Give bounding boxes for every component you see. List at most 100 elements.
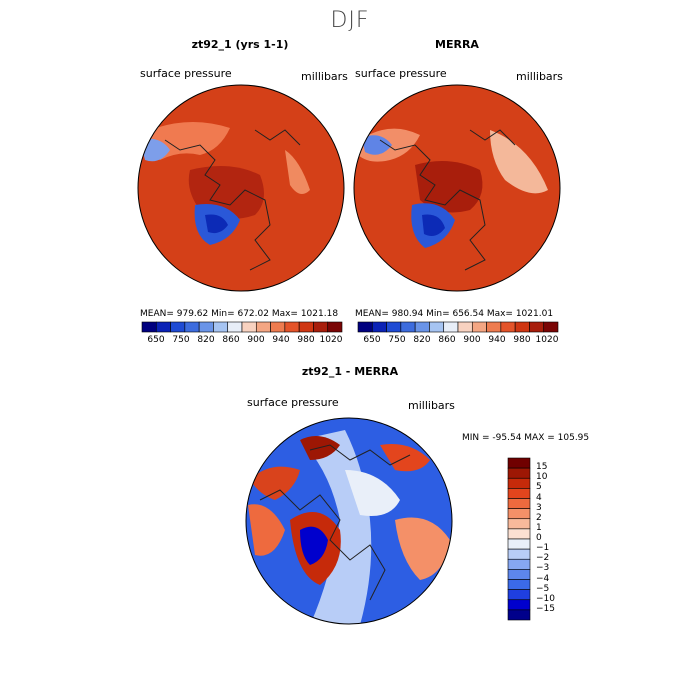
- diff-colorbar-swatch: [507, 477, 531, 489]
- season-title: DJF: [330, 8, 370, 33]
- diff-colorbar-tick-label: 10: [536, 472, 548, 483]
- map-1-greenland-core: [205, 214, 228, 234]
- map-2-frame: [353, 84, 561, 292]
- panel-2-stats: MEAN= 980.94 Min= 656.54 Max= 1021.01: [355, 309, 554, 319]
- colorbar-swatch: [371, 321, 387, 333]
- map-2-siberia-low: [362, 135, 392, 155]
- map-2-arctic-high: [415, 161, 483, 213]
- map-1-coastline: [164, 139, 271, 271]
- panel-2-variable-label: surface pressure: [355, 67, 447, 80]
- diff-panel-units-label: millibars: [408, 399, 455, 412]
- panel-1-stats: MEAN= 979.62 Min= 672.02 Max= 1021.18: [140, 309, 339, 319]
- map-3-coastline: [259, 489, 386, 601]
- diff-colorbar-swatch: [507, 599, 531, 611]
- colorbar-tick-label: 820: [197, 335, 215, 345]
- colorbar-swatch: [500, 321, 516, 333]
- diff-colorbar-swatch: [507, 589, 531, 601]
- panel-1-variable-label: surface pressure: [140, 67, 232, 80]
- panel-1-colorbar: [141, 321, 343, 333]
- diff-colorbar-swatch: [507, 609, 531, 621]
- diff-colorbar: [507, 457, 531, 621]
- colorbar-tick-label: 900: [247, 335, 265, 345]
- colorbar-swatch: [386, 321, 402, 333]
- panel-1-units-label: millibars: [301, 70, 348, 83]
- colorbar-tick-label: 820: [413, 335, 431, 345]
- colorbar-swatch: [514, 321, 530, 333]
- diff-colorbar-tick-label: −10: [536, 593, 555, 604]
- diff-colorbar-swatch: [507, 518, 531, 530]
- diff-colorbar-tick-label: −3: [536, 563, 550, 574]
- diff-colorbar-tick-label: −4: [536, 573, 550, 584]
- colorbar-swatch: [313, 321, 329, 333]
- colorbar-tick-label: 900: [463, 335, 481, 345]
- colorbar-swatch: [543, 321, 559, 333]
- colorbar-swatch: [227, 321, 243, 333]
- diff-colorbar-tick-label: 3: [536, 502, 542, 513]
- map-1-asia-warm: [285, 150, 310, 194]
- diff-colorbar-swatch: [507, 508, 531, 520]
- map-1-frame: [137, 84, 345, 292]
- colorbar-tick-label: 1020: [319, 335, 343, 345]
- colorbar-swatch: [486, 321, 502, 333]
- colorbar-swatch: [457, 321, 473, 333]
- map-3-frame: [245, 417, 453, 625]
- colorbar-swatch: [471, 321, 487, 333]
- diff-panel-variable-label: surface pressure: [247, 396, 339, 409]
- diff-colorbar-tick-label: −1: [536, 543, 550, 554]
- colorbar-swatch: [400, 321, 416, 333]
- colorbar-tick-label: 1020: [535, 335, 559, 345]
- colorbar-tick-label: 650: [363, 335, 381, 345]
- colorbar-swatch: [429, 321, 445, 333]
- colorbar-swatch: [170, 321, 186, 333]
- diff-colorbar-tick-label: 5: [536, 482, 542, 493]
- colorbar-tick-label: 860: [438, 335, 456, 345]
- colorbar-tick-label: 980: [513, 335, 531, 345]
- map-3-positive-west: [250, 466, 300, 500]
- colorbar-swatch: [327, 321, 343, 333]
- panel-1-title: zt92_1 (yrs 1-1): [191, 38, 289, 51]
- colorbar-swatch: [443, 321, 459, 333]
- colorbar-swatch: [141, 321, 157, 333]
- diff-colorbar-swatch: [507, 528, 531, 540]
- colorbar-swatch: [184, 321, 200, 333]
- colorbar-swatch: [255, 321, 271, 333]
- map-2-greenland-core: [422, 214, 445, 236]
- diff-colorbar-tick-label: −2: [536, 553, 550, 564]
- map-2-asia-warm: [490, 130, 548, 194]
- diff-colorbar-swatch: [507, 467, 531, 479]
- colorbar-swatch: [357, 321, 373, 333]
- diff-colorbar-swatch: [507, 569, 531, 580]
- diff-colorbar-tick-label: 0: [536, 533, 542, 543]
- diff-colorbar-tick-label: −15: [536, 603, 555, 614]
- colorbar-tick-label: 980: [297, 335, 315, 345]
- diff-colorbar-tick-label: 15: [536, 462, 548, 473]
- diff-colorbar-tick-label: 1: [536, 522, 542, 533]
- map-2-polar-projection: [354, 85, 560, 291]
- diff-colorbar-tick-label: 4: [536, 492, 542, 503]
- colorbar-swatch: [198, 321, 214, 333]
- colorbar-tick-label: 940: [272, 335, 290, 345]
- diff-panel-minmax: MIN = -95.54 MAX = 105.95: [462, 433, 590, 443]
- colorbar-swatch: [414, 321, 430, 333]
- colorbar-swatch: [155, 321, 171, 333]
- diff-colorbar-tick-label: −5: [536, 583, 550, 594]
- colorbar-swatch: [241, 321, 257, 333]
- diff-colorbar-swatch: [507, 579, 531, 590]
- map-3-difference-projection: [246, 418, 452, 624]
- colorbar-swatch: [529, 321, 545, 333]
- map-1-polar-projection: [138, 85, 344, 291]
- diff-colorbar-tick-label: 2: [536, 512, 542, 523]
- diff-colorbar-swatch: [507, 498, 531, 509]
- colorbar-swatch: [270, 321, 286, 333]
- panel-2-colorbar: [357, 321, 559, 333]
- colorbar-swatch: [284, 321, 300, 333]
- diff-colorbar-swatch: [507, 538, 531, 550]
- colorbar-swatch: [213, 321, 229, 333]
- diff-colorbar-swatch: [507, 548, 531, 560]
- colorbar-swatch: [298, 321, 314, 333]
- panel-2-units-label: millibars: [516, 70, 563, 83]
- map-2-coastline: [379, 139, 486, 271]
- colorbar-tick-label: 750: [172, 335, 190, 345]
- colorbar-tick-label: 940: [488, 335, 506, 345]
